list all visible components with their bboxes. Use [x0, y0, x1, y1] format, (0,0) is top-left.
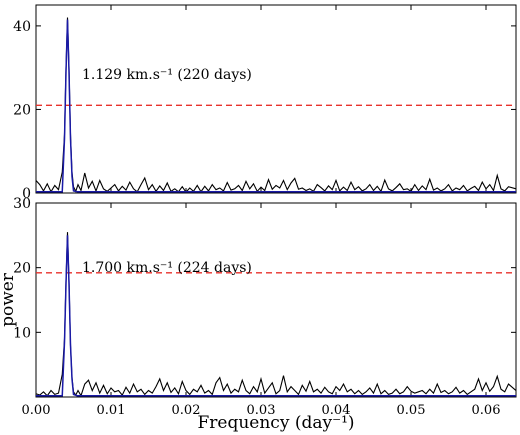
bottom-panel: 10 20 30 0.00 0.01 0.02 0.03 0.04 0.05 0.06 1.700…: [13, 196, 517, 418]
y-tick-label: 20: [13, 261, 31, 277]
x-tick-label: 0.01: [97, 403, 126, 418]
y-tick-label: 0: [22, 186, 31, 202]
y-tick-label: 20: [13, 102, 31, 118]
y-tick-label: 40: [13, 19, 31, 35]
x-tick-label: 0.04: [322, 403, 351, 418]
bottom-annotation: 1.700 km.s⁻¹ (224 days): [82, 260, 252, 276]
x-tick-label: 0.03: [247, 403, 276, 418]
y-tick-label: 10: [13, 325, 31, 341]
periodogram-line: [35, 17, 517, 194]
fit-line: [36, 19, 516, 193]
fit-line: [36, 235, 516, 397]
x-tick-label: 0.06: [472, 403, 501, 418]
x-tick-label: 0.02: [172, 403, 201, 418]
y-tick-label: 30: [13, 196, 31, 212]
x-tick-label: 0.05: [397, 403, 426, 418]
top-panel: 0 20 40 1.129 km.s⁻¹ (220 days): [13, 4, 517, 202]
x-tick-label: 0.00: [22, 403, 51, 418]
x-axis-label: Frequency (day⁻¹): [197, 413, 354, 433]
top-plot-frame: [35, 4, 517, 194]
periodogram-line: [35, 232, 517, 398]
bottom-plot-frame: [35, 202, 517, 398]
top-annotation: 1.129 km.s⁻¹ (220 days): [82, 67, 252, 83]
y-axis-label: power: [0, 272, 18, 327]
